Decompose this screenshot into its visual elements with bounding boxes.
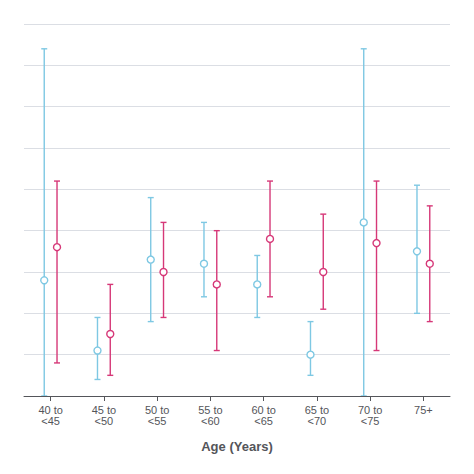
svg-text:<65: <65 bbox=[254, 415, 273, 427]
svg-text:65 to: 65 to bbox=[304, 403, 330, 416]
svg-text:<50: <50 bbox=[95, 415, 114, 427]
svg-text:<70: <70 bbox=[308, 415, 327, 427]
svg-text:Age (Years): Age (Years) bbox=[201, 439, 273, 454]
svg-text:50 to: 50 to bbox=[144, 403, 170, 416]
svg-text:40 to: 40 to bbox=[38, 403, 63, 416]
svg-text:75+: 75+ bbox=[414, 404, 433, 416]
svg-text:<55: <55 bbox=[148, 415, 167, 427]
svg-text:<75: <75 bbox=[361, 415, 380, 427]
svg-text:<45: <45 bbox=[41, 415, 60, 427]
svg-text:60 to: 60 to bbox=[251, 403, 276, 416]
svg-text:45 to: 45 to bbox=[91, 403, 117, 416]
svg-text:70 to: 70 to bbox=[357, 403, 383, 416]
svg-text:55 to: 55 to bbox=[198, 403, 223, 416]
svg-text:<60: <60 bbox=[201, 415, 220, 427]
